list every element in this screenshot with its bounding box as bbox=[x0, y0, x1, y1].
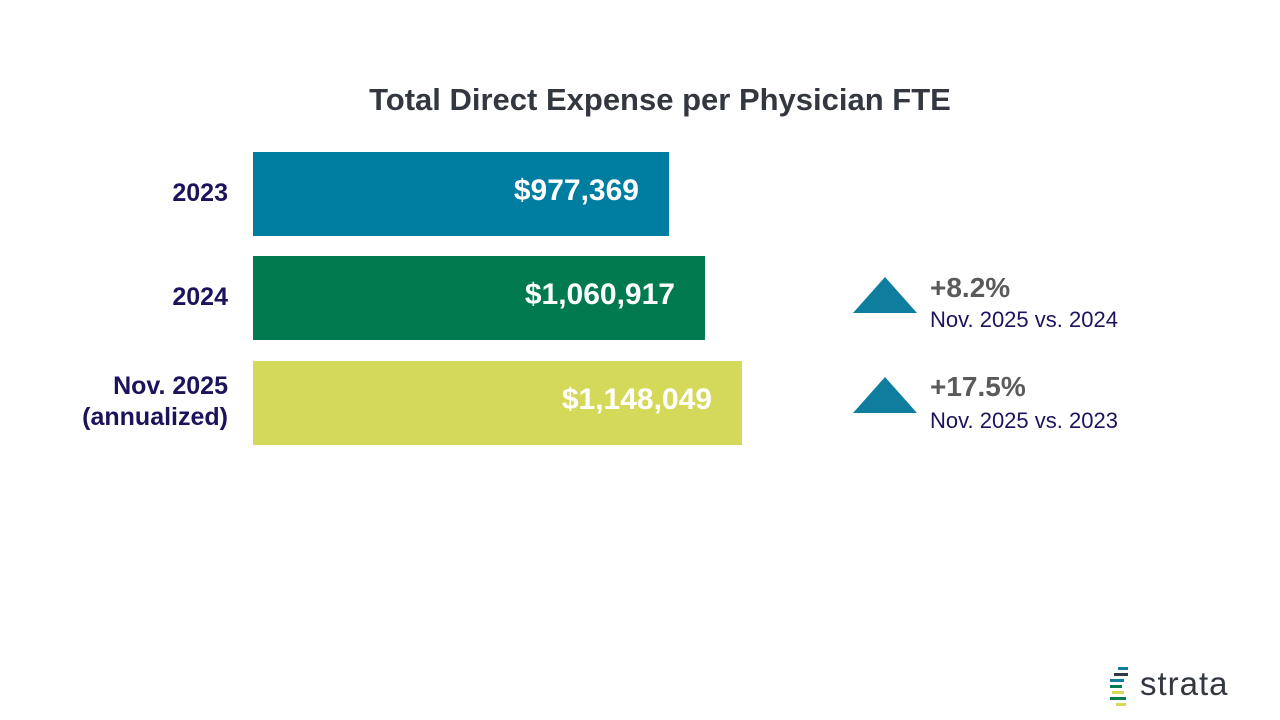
bar-value-label-2023: $977,369 bbox=[513, 174, 639, 207]
up-triangle-icon bbox=[853, 277, 917, 313]
strata-logo-mark-icon bbox=[1110, 667, 1128, 706]
category-label-nov-2025: Nov. 2025 (annualized) bbox=[82, 371, 228, 433]
category-label-line-2: (annualized) bbox=[82, 403, 228, 431]
category-label-line: 2024 bbox=[172, 283, 228, 311]
category-label-2024: 2024 bbox=[172, 282, 228, 313]
category-label-2023: 2023 bbox=[172, 178, 228, 209]
bar-nov-2025 bbox=[253, 361, 742, 445]
change-percent: +8.2% bbox=[930, 272, 1011, 303]
category-label-line: Nov. 2025 bbox=[113, 372, 228, 400]
bar-2023 bbox=[253, 152, 669, 236]
category-label-line: 2023 bbox=[172, 179, 228, 207]
bar-2024 bbox=[253, 256, 705, 340]
up-triangle-icon bbox=[853, 377, 917, 413]
change-comparison: Nov. 2025 vs. 2023 bbox=[930, 408, 1118, 433]
strata-logo: strata bbox=[1108, 664, 1258, 710]
bar-value-label-2024: $1,060,917 bbox=[524, 278, 675, 311]
change-percent: +17.5% bbox=[930, 371, 1026, 402]
change-comparison: Nov. 2025 vs. 2024 bbox=[930, 307, 1118, 332]
bar-value-label-nov-2025: $1,148,049 bbox=[561, 383, 712, 416]
chart-title: Total Direct Expense per Physician FTE bbox=[369, 82, 951, 117]
logo-text: strata bbox=[1140, 665, 1229, 702]
